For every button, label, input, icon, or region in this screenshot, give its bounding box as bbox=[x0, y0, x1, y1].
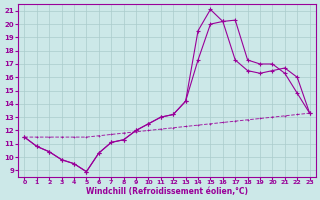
X-axis label: Windchill (Refroidissement éolien,°C): Windchill (Refroidissement éolien,°C) bbox=[86, 187, 248, 196]
